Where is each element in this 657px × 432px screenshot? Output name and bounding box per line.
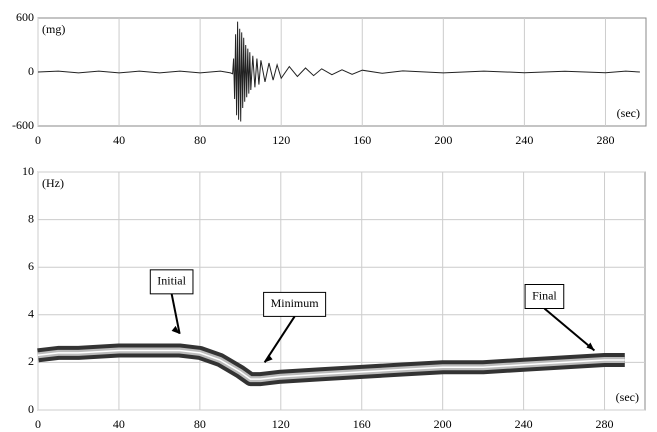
x-tick-label: 200 xyxy=(434,417,452,431)
x-tick-label: 40 xyxy=(113,417,125,431)
arrow-head xyxy=(171,325,180,334)
annotation-box xyxy=(524,284,565,309)
annotation-box xyxy=(149,269,194,295)
y-tick-label: 6 xyxy=(28,259,34,273)
x-tick-label: 240 xyxy=(515,417,533,431)
x-tick-label: 80 xyxy=(194,417,206,431)
annotation-arrow xyxy=(170,293,181,335)
annotation-label: Minimum xyxy=(271,296,320,310)
x-tick-label: 0 xyxy=(35,417,41,431)
y-tick-label: 4 xyxy=(28,307,34,321)
annotation-label: Initial xyxy=(157,274,186,288)
x-axis-label: (sec) xyxy=(617,106,640,120)
x-tick-label: 0 xyxy=(35,133,41,147)
x-axis-label: (sec) xyxy=(616,390,639,404)
y-axis-label: (Hz) xyxy=(42,176,64,190)
x-tick-label: 160 xyxy=(353,133,371,147)
arrow-head xyxy=(586,342,595,351)
annotation-arrow xyxy=(543,307,596,352)
y-tick-label: 0 xyxy=(28,402,34,416)
y-tick-label: 10 xyxy=(22,164,34,178)
y-axis-label: (mg) xyxy=(42,22,65,36)
arrow-head xyxy=(264,354,273,363)
waveform xyxy=(37,21,640,122)
x-tick-label: 280 xyxy=(596,417,614,431)
x-tick-label: 40 xyxy=(113,133,125,147)
y-tick-label: 600 xyxy=(16,10,34,24)
x-tick-label: 240 xyxy=(515,133,533,147)
x-tick-label: 120 xyxy=(272,133,290,147)
annotation-arrow xyxy=(263,315,296,363)
x-tick-label: 160 xyxy=(353,417,371,431)
y-tick-label: 8 xyxy=(28,211,34,225)
y-tick-label: 2 xyxy=(28,354,34,368)
x-tick-label: 120 xyxy=(272,417,290,431)
ridge-center xyxy=(37,349,625,380)
annotation-box xyxy=(263,291,327,317)
y-tick-label: -600 xyxy=(12,118,34,132)
x-tick-label: 200 xyxy=(434,133,452,147)
y-tick-label: 0 xyxy=(28,64,34,78)
annotation-label: Final xyxy=(532,288,557,302)
x-tick-label: 280 xyxy=(596,133,614,147)
x-tick-label: 80 xyxy=(194,133,206,147)
